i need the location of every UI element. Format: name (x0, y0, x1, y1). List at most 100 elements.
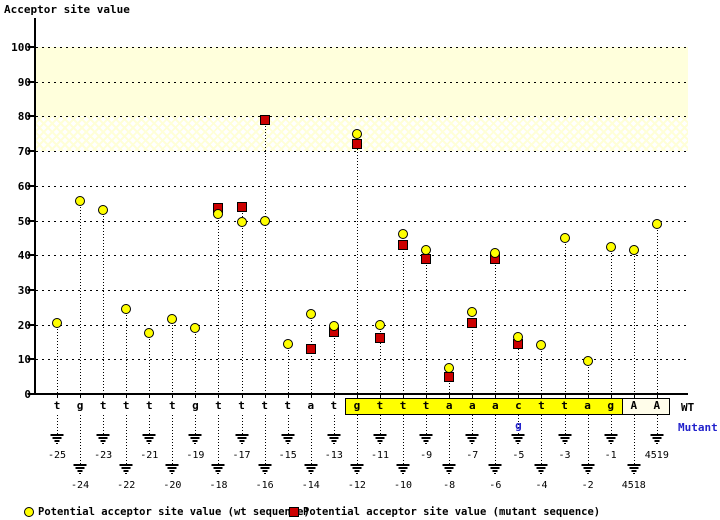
ground-bar (73, 464, 87, 466)
x-tick--14 (310, 395, 312, 398)
ground-bar (239, 440, 245, 442)
chart-title: Acceptor site value (4, 3, 130, 16)
position-label--18: -18 (209, 480, 228, 491)
ground-icon-4518 (627, 464, 641, 474)
ground-bar (465, 434, 479, 436)
ground-bar (467, 437, 477, 439)
position-stem--13 (333, 415, 335, 434)
y-tick-label-30: 30 (17, 283, 31, 297)
ground-bar (56, 443, 58, 444)
ground-bar (146, 440, 152, 442)
seq-letter--9: t (422, 399, 430, 412)
seq-letter--23: t (99, 399, 107, 412)
y-tick-label-0: 0 (24, 388, 31, 401)
ground-icon--24 (73, 464, 87, 474)
ground-bar (75, 467, 85, 469)
ground-bar (513, 437, 523, 439)
ground-bar (285, 440, 291, 442)
data-stem--22 (126, 308, 128, 393)
x-tick--16 (264, 395, 266, 398)
position-label--14: -14 (301, 480, 320, 491)
seq-letter--22: t (122, 399, 130, 412)
ground-bar (608, 440, 614, 442)
ground-bar (52, 437, 62, 439)
data-stem--11 (379, 324, 381, 393)
position-stem--14 (310, 415, 312, 464)
mutant-marker--7 (467, 317, 478, 328)
ground-bar (400, 470, 406, 472)
ground-bar (169, 470, 175, 472)
ground-bar (377, 440, 383, 442)
position-stem--8 (449, 415, 451, 464)
seq-letter--11: t (376, 399, 384, 412)
x-tick--20 (172, 395, 174, 398)
ground-icon--6 (488, 464, 502, 474)
position-stem--22 (126, 415, 128, 464)
position-label--19: -19 (186, 450, 205, 461)
x-tick--22 (126, 395, 128, 398)
position-label--2: -2 (581, 480, 594, 491)
ground-bar (100, 440, 106, 442)
data-stem--10 (403, 234, 405, 393)
ground-bar (309, 473, 312, 474)
position-label--16: -16 (255, 480, 274, 491)
position-stem--1 (610, 415, 612, 434)
ground-bar (54, 440, 60, 442)
ground-bar (629, 467, 639, 469)
x-tick--5 (518, 395, 520, 398)
x-tick--11 (379, 395, 381, 398)
ground-bar (121, 467, 131, 469)
ground-bar (79, 473, 82, 474)
position-stem--15 (287, 415, 289, 434)
ground-bar (448, 473, 451, 474)
ground-icon--23 (96, 434, 110, 444)
position-label--11: -11 (370, 450, 389, 461)
x-tick--15 (287, 395, 289, 398)
x-tick--18 (218, 395, 220, 398)
ground-icon--11 (373, 434, 387, 444)
wt-marker--1 (605, 241, 616, 252)
gridline-60 (36, 185, 688, 187)
data-stem--16 (264, 119, 266, 393)
data-stem--3 (564, 237, 566, 393)
y-tick-20 (28, 323, 34, 326)
wt-marker--24 (75, 196, 86, 207)
x-tick--7 (472, 395, 474, 398)
y-tick-70 (28, 150, 34, 153)
wt-marker-icon (24, 507, 34, 517)
position-stem--9 (426, 415, 428, 434)
position-label--22: -22 (117, 480, 136, 491)
wt-marker-4519 (651, 218, 662, 229)
seq-letter--7: a (468, 399, 476, 412)
ground-bar (402, 473, 405, 474)
data-stem--6 (495, 253, 497, 393)
ground-bar (125, 473, 128, 474)
mutant-marker--10 (398, 239, 409, 250)
x-tick-4518 (633, 395, 635, 398)
seq-letter--24: g (76, 399, 84, 412)
ground-icon--5 (511, 434, 525, 444)
seq-letter--4: t (538, 399, 545, 412)
position-label--1: -1 (604, 450, 617, 461)
ground-bar (581, 464, 595, 466)
gridline-100 (36, 47, 688, 48)
ground-bar (281, 434, 295, 436)
gridline-20 (36, 324, 688, 326)
ground-bar (396, 464, 410, 466)
position-stem--18 (218, 415, 220, 464)
ground-bar (583, 467, 593, 469)
ground-bar (631, 470, 637, 472)
ground-icon--3 (558, 434, 572, 444)
ground-bar (632, 473, 635, 474)
x-tick-4519 (656, 395, 658, 398)
ground-icon--17 (235, 434, 249, 444)
position-stem--23 (103, 415, 105, 434)
wt-marker--22 (121, 303, 132, 314)
position-label--21: -21 (140, 450, 159, 461)
seq-letter--25: t (53, 399, 61, 412)
position-stem--19 (195, 415, 197, 434)
ground-bar (194, 443, 197, 444)
ground-bar (378, 443, 381, 444)
position-stem--3 (564, 415, 566, 434)
x-tick--3 (564, 395, 566, 398)
